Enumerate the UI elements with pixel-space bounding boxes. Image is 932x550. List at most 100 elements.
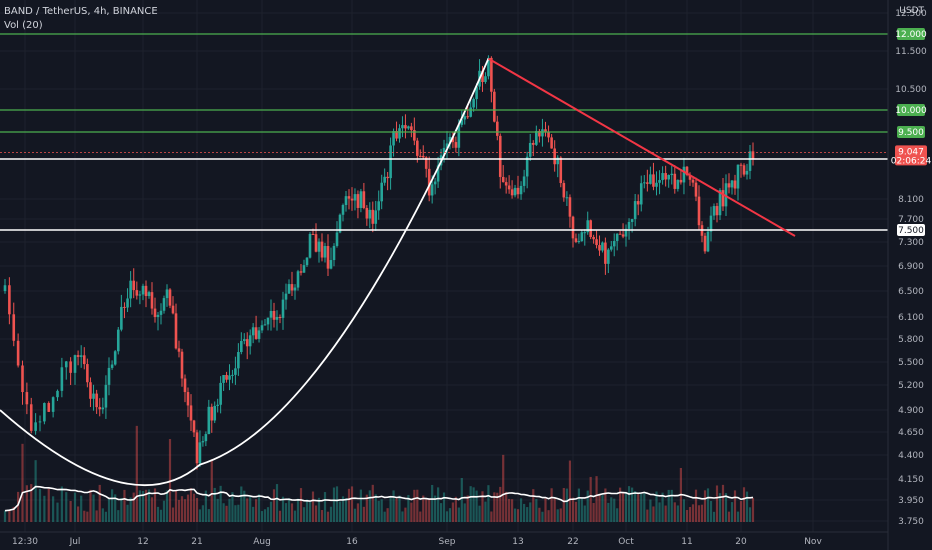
volume-bar	[643, 492, 646, 522]
volume-bar	[463, 503, 466, 522]
candle-body	[326, 246, 330, 269]
candle-body	[404, 125, 407, 129]
candle-body	[624, 228, 628, 237]
volume-bar	[395, 498, 398, 522]
candle-body	[652, 174, 655, 187]
time-tick-label: 16	[346, 537, 358, 547]
candle-body	[522, 176, 526, 186]
candle-body	[751, 151, 755, 159]
candle-body	[601, 242, 604, 251]
volume-bar	[374, 494, 377, 522]
symbol-legend[interactable]: BAND / TetherUS, 4h, BINANCE	[4, 6, 158, 17]
candle-body	[201, 441, 205, 443]
candle-body	[159, 310, 163, 315]
volume-bar	[332, 487, 336, 522]
volume-bar	[198, 509, 202, 522]
candle-body	[341, 204, 345, 215]
volume-bar	[228, 498, 231, 522]
candle-body	[658, 180, 661, 183]
candle-body	[192, 420, 196, 433]
volume-bar	[739, 501, 743, 522]
candle-body	[664, 173, 667, 180]
volume-bar	[634, 491, 637, 522]
volume-bar	[47, 488, 50, 522]
candle-body	[132, 280, 136, 291]
candle-body	[86, 364, 89, 383]
level-badge-label: 7.500	[898, 226, 924, 236]
volume-bar	[571, 497, 575, 522]
volume-bar	[621, 492, 625, 522]
volume-bar	[150, 497, 154, 522]
trendline	[487, 57, 796, 237]
volume-bar	[219, 485, 222, 522]
candle-body	[457, 124, 461, 148]
volume-bar	[637, 494, 640, 522]
candle-body	[374, 210, 378, 224]
volume-bar	[574, 501, 578, 522]
candle-body	[263, 324, 267, 326]
volume-bar	[207, 509, 210, 522]
volume-bar	[715, 485, 719, 522]
candle-body	[144, 285, 148, 297]
candle-body	[547, 131, 550, 138]
candle-body	[407, 126, 410, 129]
candle-body	[8, 285, 11, 315]
volume-bar	[3, 510, 7, 522]
volume-bar	[231, 492, 234, 522]
price-tick-label: 3.950	[898, 496, 924, 506]
volume-bar	[616, 508, 619, 522]
currency-label: USDT	[899, 6, 924, 16]
volume-bar	[153, 488, 157, 522]
volume-bar	[83, 510, 86, 522]
candle-body	[234, 368, 237, 375]
candle-body	[329, 260, 333, 269]
candle-body	[424, 157, 428, 169]
candle-body	[302, 265, 306, 273]
volume-bar	[243, 490, 246, 522]
candle-body	[284, 293, 288, 300]
candle-body	[531, 142, 535, 145]
volume-bar	[21, 443, 24, 522]
candle-body	[3, 285, 7, 291]
candle-body	[242, 339, 246, 341]
volume-bar	[263, 509, 267, 522]
volume-bar	[107, 498, 111, 522]
candle-body	[410, 126, 413, 131]
volume-bar	[505, 491, 508, 522]
volume-bar	[383, 511, 386, 522]
candle-body	[308, 233, 312, 258]
volume-bar	[293, 510, 297, 522]
volume-bar	[592, 503, 595, 522]
volume-bar	[487, 485, 490, 522]
candle-body	[401, 125, 404, 129]
candle-body	[691, 179, 695, 183]
volume-legend[interactable]: Vol (20)	[4, 20, 43, 31]
candle-body	[745, 170, 749, 175]
candle-body	[126, 298, 129, 308]
candle-body	[655, 182, 658, 187]
volume-bar	[682, 499, 686, 522]
volume-bar	[751, 497, 755, 522]
volume-bar	[460, 477, 463, 522]
volume-bar	[559, 508, 562, 522]
volume-bar	[529, 502, 532, 522]
volume-bar	[431, 484, 434, 522]
candle-body	[541, 129, 544, 137]
candle-body	[299, 271, 303, 273]
price-tick-label: 3.750	[898, 517, 924, 527]
candle-body	[589, 220, 592, 237]
candle-body	[519, 185, 523, 195]
volume-bar	[404, 507, 407, 522]
volume-bar	[147, 489, 151, 522]
volume-bar	[296, 498, 300, 522]
candle-body	[667, 175, 670, 180]
candle-body	[219, 382, 222, 405]
volume-bar	[667, 489, 670, 522]
volume-bar	[38, 488, 42, 522]
volume-bar	[661, 492, 664, 522]
candle-body	[290, 284, 294, 291]
volume-bar	[706, 488, 710, 522]
volume-bar	[326, 511, 330, 522]
volume-bar	[425, 498, 428, 522]
